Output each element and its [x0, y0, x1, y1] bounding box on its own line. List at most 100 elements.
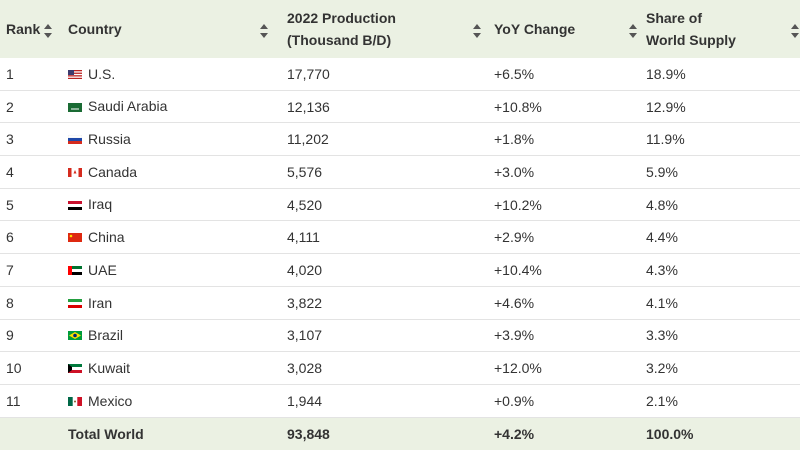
sort-icon[interactable] [629, 22, 637, 44]
cell-text: 18.9% [646, 65, 686, 82]
table-cell: 4,111 [281, 220, 488, 255]
table-cell: +10.8% [488, 90, 640, 124]
table-cell: +10.4% [488, 253, 640, 287]
cell-text: Mexico [88, 392, 133, 409]
cell-text: 3,028 [287, 360, 323, 377]
table-row: 2 Saudi Arabia 12,136 +10.8% 12.9% [0, 90, 800, 124]
table-cell: 4,020 [281, 253, 488, 287]
table-cell: 3,107 [281, 319, 488, 353]
header-text: YoY Change [494, 21, 576, 37]
table-cell: +1.8% [488, 122, 640, 157]
table-cell: 4 [0, 155, 62, 189]
column-header[interactable]: YoY Change [488, 0, 640, 58]
table-header: Rank Country 2022 Production (Thousand B/D)… [0, 0, 800, 58]
table-cell: 7 [0, 253, 62, 287]
table-cell: 3.2% [640, 351, 800, 385]
header-text: 2022 Production [287, 10, 396, 26]
cell-text: +1.8% [494, 131, 535, 148]
cell-text: Canada [88, 163, 138, 180]
cell-text: 5.9% [646, 163, 678, 180]
table-cell: 93,848 [281, 417, 488, 450]
table-cell: 11 [0, 384, 62, 418]
cell-text: +2.9% [494, 229, 535, 246]
table-cell: Mexico [62, 384, 281, 418]
table-cell: +0.9% [488, 384, 640, 418]
table-row: 10 Kuwait 3,028 +12.0% 3.2% [0, 351, 800, 385]
cell-text: 3.3% [646, 327, 678, 344]
table-footer: Total World 93,848 +4.2% 100.0% [0, 417, 800, 450]
cell-text: 4 [6, 163, 14, 180]
column-header[interactable]: 2022 Production (Thousand B/D) [281, 0, 488, 58]
table-cell: 2.1% [640, 384, 800, 418]
table-cell: Iraq [62, 188, 281, 222]
column-header[interactable]: Rank [0, 0, 62, 58]
table-cell: Kuwait [62, 351, 281, 385]
flag-icon [68, 295, 82, 311]
table-cell: 1 [0, 58, 62, 91]
column-header[interactable]: Share of World Supply [640, 0, 800, 58]
table-cell: 18.9% [640, 58, 800, 91]
table-cell: Brazil [62, 319, 281, 353]
cell-text: 100.0% [646, 425, 694, 442]
table-row: 5 Iraq 4,520 +10.2% 4.8% [0, 188, 800, 222]
table-cell: +4.6% [488, 286, 640, 320]
cell-text: 4.4% [646, 229, 678, 246]
flag-icon [68, 99, 82, 115]
flag-icon [68, 197, 82, 213]
cell-text: 10 [6, 360, 22, 377]
cell-text: +6.5% [494, 65, 535, 82]
table-cell: 4.3% [640, 253, 800, 287]
table-row: 9 Brazil 3,107 +3.9% 3.3% [0, 319, 800, 353]
cell-text: 7 [6, 261, 14, 278]
cell-text: 11,202 [287, 131, 329, 148]
cell-text: 12.9% [646, 98, 686, 115]
cell-text: Saudi Arabia [88, 98, 168, 115]
cell-text: 3 [6, 131, 14, 148]
sort-icon[interactable] [473, 22, 481, 44]
table-cell: 3.3% [640, 319, 800, 353]
table-row: 6 China 4,111 +2.9% 4.4% [0, 220, 800, 255]
table-cell: 4.4% [640, 220, 800, 255]
cell-text: 17,770 [287, 65, 330, 82]
cell-text: +3.9% [494, 327, 535, 344]
table-cell: +12.0% [488, 351, 640, 385]
sort-icon[interactable] [791, 22, 799, 44]
table-row: 4 Canada 5,576 +3.0% 5.9% [0, 155, 800, 189]
cell-text: +10.2% [494, 196, 542, 213]
cell-text: Brazil [88, 327, 124, 344]
cell-text: +12.0% [494, 360, 542, 377]
table-cell: 2 [0, 90, 62, 124]
flag-icon [68, 66, 82, 82]
cell-text: 3.2% [646, 360, 678, 377]
cell-text: 4,520 [287, 196, 323, 213]
cell-text: 3,822 [287, 294, 323, 311]
cell-text: 5 [6, 196, 14, 213]
flag-icon [68, 164, 82, 180]
table-cell: 4.8% [640, 188, 800, 222]
cell-text: Kuwait [88, 359, 131, 376]
table-cell: Canada [62, 155, 281, 189]
cell-text: +10.4% [494, 261, 542, 278]
cell-text: 2 [6, 98, 14, 115]
table-cell: Russia [62, 122, 281, 157]
table-body: 1 U.S. 17,770 +6.5% 18.9% 2 Saudi Arabia 12,136… [0, 58, 800, 418]
cell-text: 4.8% [646, 196, 678, 213]
cell-text: 12,136 [287, 98, 330, 115]
table-cell: +2.9% [488, 220, 640, 255]
column-header[interactable]: Country [62, 0, 281, 58]
header-text: Rank [6, 21, 41, 37]
sort-icon[interactable] [44, 22, 52, 44]
cell-text: China [88, 229, 125, 246]
table-cell: 17,770 [281, 58, 488, 91]
flag-icon [68, 360, 82, 376]
cell-text: +4.6% [494, 294, 535, 311]
cell-text: 11.9% [646, 131, 685, 148]
table-cell: 8 [0, 286, 62, 320]
table-row: 11 Mexico 1,944 +0.9% 2.1% [0, 384, 800, 418]
cell-text: 4.1% [646, 294, 678, 311]
table-cell: Total World [62, 417, 281, 450]
sort-icon[interactable] [260, 22, 268, 44]
cell-text: 3,107 [287, 327, 323, 344]
